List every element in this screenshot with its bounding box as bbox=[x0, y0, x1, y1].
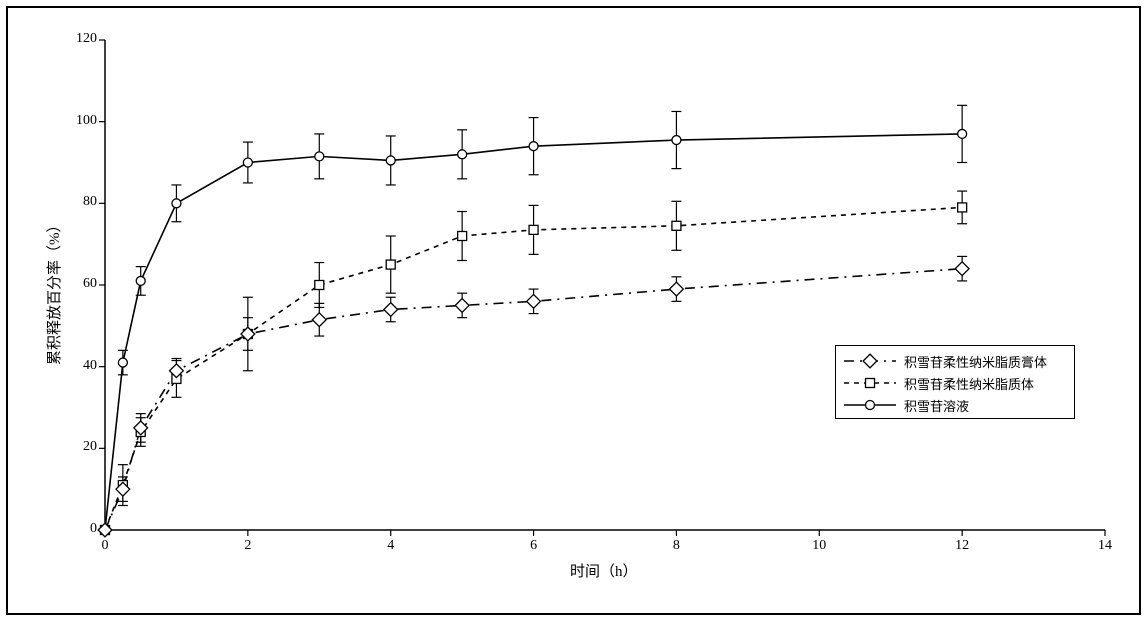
y-tick-label: 40 bbox=[63, 358, 97, 374]
y-tick-label: 60 bbox=[63, 276, 97, 292]
legend-row: 积雪苷溶液 bbox=[842, 394, 1068, 416]
legend-row: 积雪苷柔性纳米脂质体 bbox=[842, 372, 1068, 394]
legend-label: 积雪苷柔性纳米脂质膏体 bbox=[904, 352, 1047, 371]
x-tick-label: 6 bbox=[524, 538, 544, 554]
legend-sample bbox=[842, 351, 898, 371]
x-tick-label: 0 bbox=[95, 538, 115, 554]
plot-area bbox=[105, 40, 1105, 530]
y-tick-label: 80 bbox=[63, 194, 97, 210]
y-tick-label: 100 bbox=[63, 113, 97, 129]
legend-label: 积雪苷溶液 bbox=[904, 396, 969, 415]
x-tick-label: 8 bbox=[666, 538, 686, 554]
legend: 积雪苷柔性纳米脂质膏体积雪苷柔性纳米脂质体积雪苷溶液 bbox=[835, 345, 1075, 419]
legend-label: 积雪苷柔性纳米脂质体 bbox=[904, 374, 1034, 393]
y-tick-label: 0 bbox=[63, 521, 97, 537]
plot-svg bbox=[105, 40, 1105, 530]
x-axis-title: 时间（h） bbox=[570, 560, 638, 581]
legend-sample bbox=[842, 395, 898, 415]
x-tick-label: 14 bbox=[1095, 538, 1115, 554]
y-tick-label: 20 bbox=[63, 439, 97, 455]
legend-row: 积雪苷柔性纳米脂质膏体 bbox=[842, 350, 1068, 372]
x-tick-label: 10 bbox=[809, 538, 829, 554]
x-tick-label: 12 bbox=[952, 538, 972, 554]
legend-sample bbox=[842, 373, 898, 393]
x-tick-label: 4 bbox=[381, 538, 401, 554]
y-axis-title: 累积释放百分率（%） bbox=[43, 218, 64, 366]
y-tick-label: 120 bbox=[63, 31, 97, 47]
x-tick-label: 2 bbox=[238, 538, 258, 554]
